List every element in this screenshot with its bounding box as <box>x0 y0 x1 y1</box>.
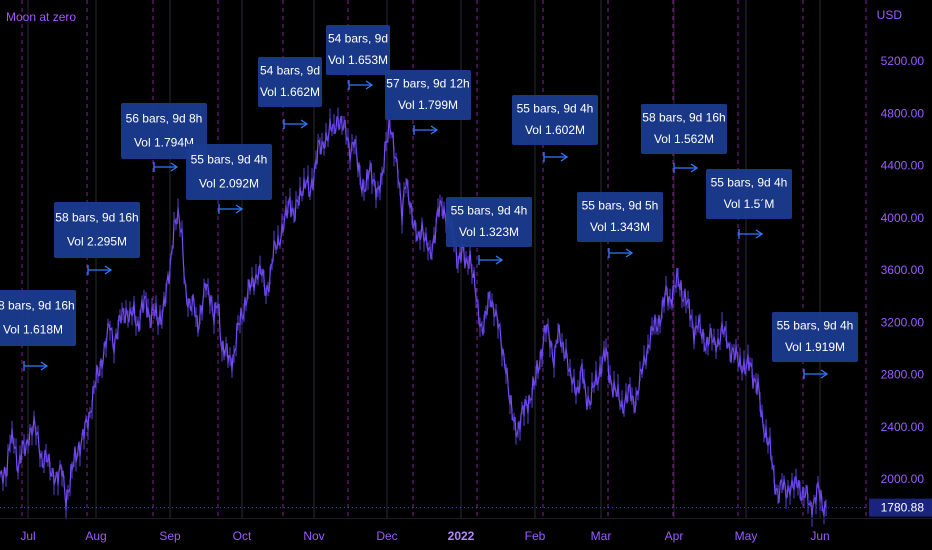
cycle-label-box <box>121 103 207 159</box>
cycle-label: 55 bars, 9d 4h Vol 2.092M <box>186 144 272 200</box>
cycle-label-volume: Vol 1.662M <box>260 85 320 99</box>
cycle-label: 55 bars, 9d 4h Vol 1.602M <box>512 95 598 145</box>
arrow-head <box>495 255 504 265</box>
arrow-head <box>104 265 113 275</box>
cycle-label-volume: Vol 1.602M <box>525 123 585 137</box>
indicator-name[interactable]: Moon at zero <box>6 10 77 24</box>
cycle-label-box <box>258 57 322 107</box>
cycle-label: 55 bars, 9d 4h Vol 1.323M <box>446 197 532 247</box>
arrow-head <box>365 80 374 90</box>
cycle-label-volume: Vol 1.799M <box>398 98 458 112</box>
cycle-label-volume: Vol 1.5´M <box>724 197 775 211</box>
cycle-label: 56 bars, 9d 8h Vol 1.794M <box>121 103 207 159</box>
arrow-head <box>235 204 244 214</box>
time-tick-label: May <box>735 529 758 543</box>
cycle-label: 54 bars, 9d Vol 1.653M <box>326 25 390 75</box>
time-tick-label: Dec <box>376 529 397 543</box>
cycle-label-volume: Vol 2.295M <box>67 235 127 249</box>
cycle-label-bars: 56 bars, 9d 8h <box>126 112 203 126</box>
cycle-label-box <box>326 25 390 75</box>
arrow-head <box>560 152 569 162</box>
price-tick-label: 4800.00 <box>881 106 925 120</box>
cycle-label-bars: 55 bars, 9d 5h <box>582 199 659 213</box>
cycle-label-bars: 58 bars, 9d 16h <box>55 211 138 225</box>
cycle-label-volume: Vol 1.323M <box>459 225 519 239</box>
price-tick-label: 4400.00 <box>881 159 925 173</box>
cycle-label-volume: Vol 1.618M <box>3 323 63 337</box>
cycle-label-box <box>0 290 76 346</box>
cycle-label-box <box>385 70 471 120</box>
cycle-label-volume: Vol 2.092M <box>199 177 259 191</box>
price-tick-label: 3200.00 <box>881 315 925 329</box>
cycle-arrows <box>23 80 829 379</box>
cycle-label-box <box>186 144 272 200</box>
price-tick-label: 2000.00 <box>881 472 925 486</box>
arrow-head <box>300 119 309 129</box>
cycle-label-bars: 55 bars, 9d 4h <box>711 176 788 190</box>
last-price-box <box>869 498 932 517</box>
arrow-head <box>625 248 634 258</box>
cycle-label-volume: Vol 1.794M <box>134 136 194 150</box>
cycle-label-box <box>54 202 140 258</box>
time-tick-label: Oct <box>233 529 252 543</box>
cycle-label: 55 bars, 9d 4h Vol 1.5´M <box>706 169 792 219</box>
cycle-label-volume: Vol 1.653M <box>328 53 388 67</box>
time-tick-label: Aug <box>85 529 106 543</box>
arrow-head <box>755 229 764 239</box>
time-tick-label: 2022 <box>448 529 475 543</box>
arrow-head <box>430 125 439 135</box>
cycle-label: 58 bars, 9d 16h Vol 2.295M <box>54 202 140 258</box>
cycle-label: 58 bars, 9d 16h Vol 1.562M <box>641 104 727 154</box>
last-price-badge: 1780.88 <box>869 498 932 517</box>
cycle-label-volume: Vol 1.919M <box>785 340 845 354</box>
price-tick-label: 2800.00 <box>881 368 925 382</box>
cycle-dashed-lines <box>21 0 867 518</box>
cycle-label-bars: 55 bars, 9d 4h <box>777 319 854 333</box>
cycle-label-box <box>706 169 792 219</box>
cycle-label: 54 bars, 9d Vol 1.662M <box>258 57 322 107</box>
arrow-head <box>170 162 179 172</box>
price-tick-label: 5200.00 <box>881 54 925 68</box>
time-tick-label: Apr <box>665 529 684 543</box>
time-tick-label: Jun <box>810 529 829 543</box>
time-axis: Jul Aug Sep Oct Nov Dec 2022 Feb Mar Apr May Jun <box>0 518 932 543</box>
cycle-label-bars: 55 bars, 9d 4h <box>517 102 594 116</box>
price-tick-label: 4000.00 <box>881 211 925 225</box>
price-axis: 5200.00 4800.00 4400.00 4000.00 3600.00 3200.… <box>869 54 932 517</box>
cycle-label-box <box>772 312 858 362</box>
cycle-label-box <box>577 192 663 242</box>
arrow-head <box>40 361 49 371</box>
price-tick-label: 3600.00 <box>881 263 925 277</box>
cycle-label-bars: 55 bars, 9d 4h <box>451 204 528 218</box>
time-tick-label: Feb <box>525 529 546 543</box>
cycle-label-bars: 55 bars, 9d 4h <box>191 153 268 167</box>
price-tick-label: 2400.00 <box>881 420 925 434</box>
cycle-label: 55 bars, 9d 5h Vol 1.343M <box>577 192 663 242</box>
cycle-label-box <box>641 104 727 154</box>
cycle-label-volume: Vol 1.562M <box>654 132 714 146</box>
cycle-label-bars: 54 bars, 9d <box>260 64 320 78</box>
arrow-head <box>690 163 699 173</box>
last-price-label: 1780.88 <box>881 501 925 515</box>
cycle-label: 57 bars, 9d 12h Vol 1.799M <box>385 70 471 120</box>
cycle-label-box <box>512 95 598 145</box>
price-series <box>0 107 827 527</box>
cycle-label-box <box>446 197 532 247</box>
cycle-label-volume: Vol 1.343M <box>590 220 650 234</box>
time-tick-label: Jul <box>20 529 35 543</box>
cycle-label-bars: 58 bars, 9d 16h <box>0 299 75 313</box>
cycle-label: 58 bars, 9d 16h Vol 1.618M <box>0 290 76 346</box>
cycle-label: 55 bars, 9d 4h Vol 1.919M <box>772 312 858 362</box>
time-tick-label: Mar <box>591 529 612 543</box>
time-tick-label: Sep <box>159 529 181 543</box>
cycle-label-bars: 58 bars, 9d 16h <box>642 111 725 125</box>
cycle-label-bars: 54 bars, 9d <box>328 32 388 46</box>
currency-label[interactable]: USD <box>876 8 902 22</box>
cycle-label-bars: 57 bars, 9d 12h <box>386 77 469 91</box>
time-tick-label: Nov <box>303 529 324 543</box>
arrow-head <box>820 369 829 379</box>
